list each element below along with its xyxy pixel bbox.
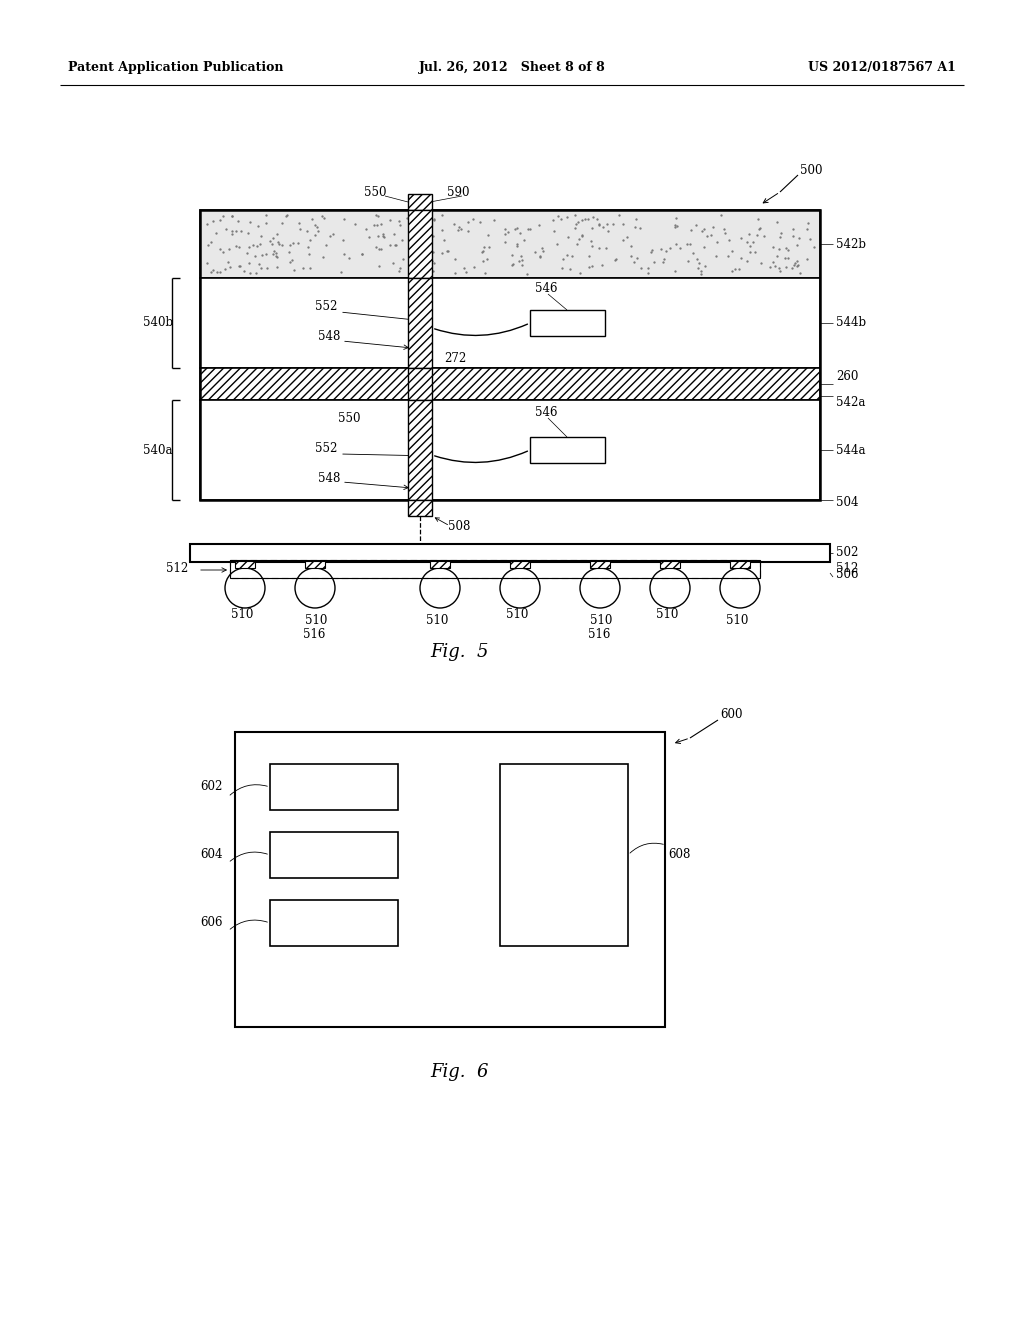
Bar — [270, 764, 398, 810]
Bar — [530, 437, 605, 463]
Bar — [270, 832, 398, 878]
Bar — [200, 279, 820, 368]
Bar — [590, 561, 610, 568]
Text: Fig.  5: Fig. 5 — [431, 643, 489, 661]
Text: 512: 512 — [836, 561, 858, 574]
Bar — [500, 764, 628, 946]
Text: 606: 606 — [200, 916, 222, 929]
Text: 508: 508 — [449, 520, 470, 532]
Bar — [234, 733, 665, 1027]
Text: 500: 500 — [800, 164, 822, 177]
Bar — [305, 561, 325, 568]
Text: Jul. 26, 2012   Sheet 8 of 8: Jul. 26, 2012 Sheet 8 of 8 — [419, 62, 605, 74]
Bar — [408, 279, 432, 368]
Bar — [230, 560, 760, 578]
Bar — [190, 544, 830, 562]
Text: IC: IC — [560, 318, 573, 327]
Bar — [510, 561, 530, 568]
Text: 604: 604 — [200, 849, 222, 862]
Text: Fig.  6: Fig. 6 — [431, 1063, 489, 1081]
Text: 548: 548 — [318, 330, 340, 342]
Text: 510: 510 — [426, 614, 449, 627]
Text: US 2012/0187567 A1: US 2012/0187567 A1 — [808, 62, 956, 74]
Text: 552: 552 — [315, 441, 337, 454]
Text: 510: 510 — [656, 607, 678, 620]
Bar — [270, 900, 398, 946]
Text: 540b: 540b — [143, 317, 173, 330]
Text: 542a: 542a — [836, 396, 865, 409]
Text: I/O: I/O — [325, 916, 343, 929]
Bar — [200, 210, 820, 500]
Bar — [408, 210, 432, 279]
Text: 552: 552 — [315, 300, 337, 313]
Text: 510: 510 — [726, 614, 749, 627]
Text: 542b: 542b — [836, 238, 866, 251]
Text: 516: 516 — [588, 627, 610, 640]
Text: 512: 512 — [166, 561, 188, 574]
Text: 608: 608 — [668, 849, 690, 862]
Text: 516: 516 — [303, 627, 326, 640]
Text: 510: 510 — [506, 607, 528, 620]
Text: IC: IC — [560, 445, 573, 455]
Text: 602: 602 — [200, 780, 222, 793]
Text: 550: 550 — [364, 186, 386, 198]
Text: 504: 504 — [836, 496, 858, 510]
Text: SUBSYSTEMS: SUBSYSTEMS — [520, 857, 608, 870]
Bar — [230, 560, 760, 578]
Text: 590: 590 — [446, 186, 469, 198]
Bar — [730, 561, 750, 568]
Text: MEMORY: MEMORY — [304, 849, 364, 862]
Text: 502: 502 — [836, 546, 858, 560]
Text: 546: 546 — [535, 405, 557, 418]
Text: 510: 510 — [590, 614, 612, 627]
Bar — [234, 561, 255, 568]
Text: 260: 260 — [836, 370, 858, 383]
Text: 548: 548 — [318, 471, 340, 484]
Text: 510: 510 — [231, 607, 253, 620]
Text: 272: 272 — [444, 351, 466, 364]
Text: 540a: 540a — [143, 444, 172, 457]
Text: Patent Application Publication: Patent Application Publication — [68, 62, 284, 74]
Bar — [408, 368, 432, 400]
Bar — [660, 561, 680, 568]
Text: 550: 550 — [338, 412, 360, 425]
Bar — [200, 368, 820, 400]
Bar — [430, 561, 450, 568]
Bar — [408, 500, 432, 516]
Text: 506: 506 — [836, 569, 858, 582]
Bar — [408, 400, 432, 500]
Text: 546: 546 — [535, 281, 557, 294]
Text: PROCESSOR: PROCESSOR — [295, 780, 374, 793]
Bar — [200, 210, 820, 279]
Text: OTHER: OTHER — [542, 841, 587, 854]
Bar — [200, 400, 820, 500]
Bar — [408, 194, 432, 210]
Text: 544a: 544a — [836, 444, 865, 457]
Text: 510: 510 — [305, 614, 328, 627]
Bar — [530, 310, 605, 337]
Text: 600: 600 — [720, 708, 742, 721]
Text: 544b: 544b — [836, 317, 866, 330]
